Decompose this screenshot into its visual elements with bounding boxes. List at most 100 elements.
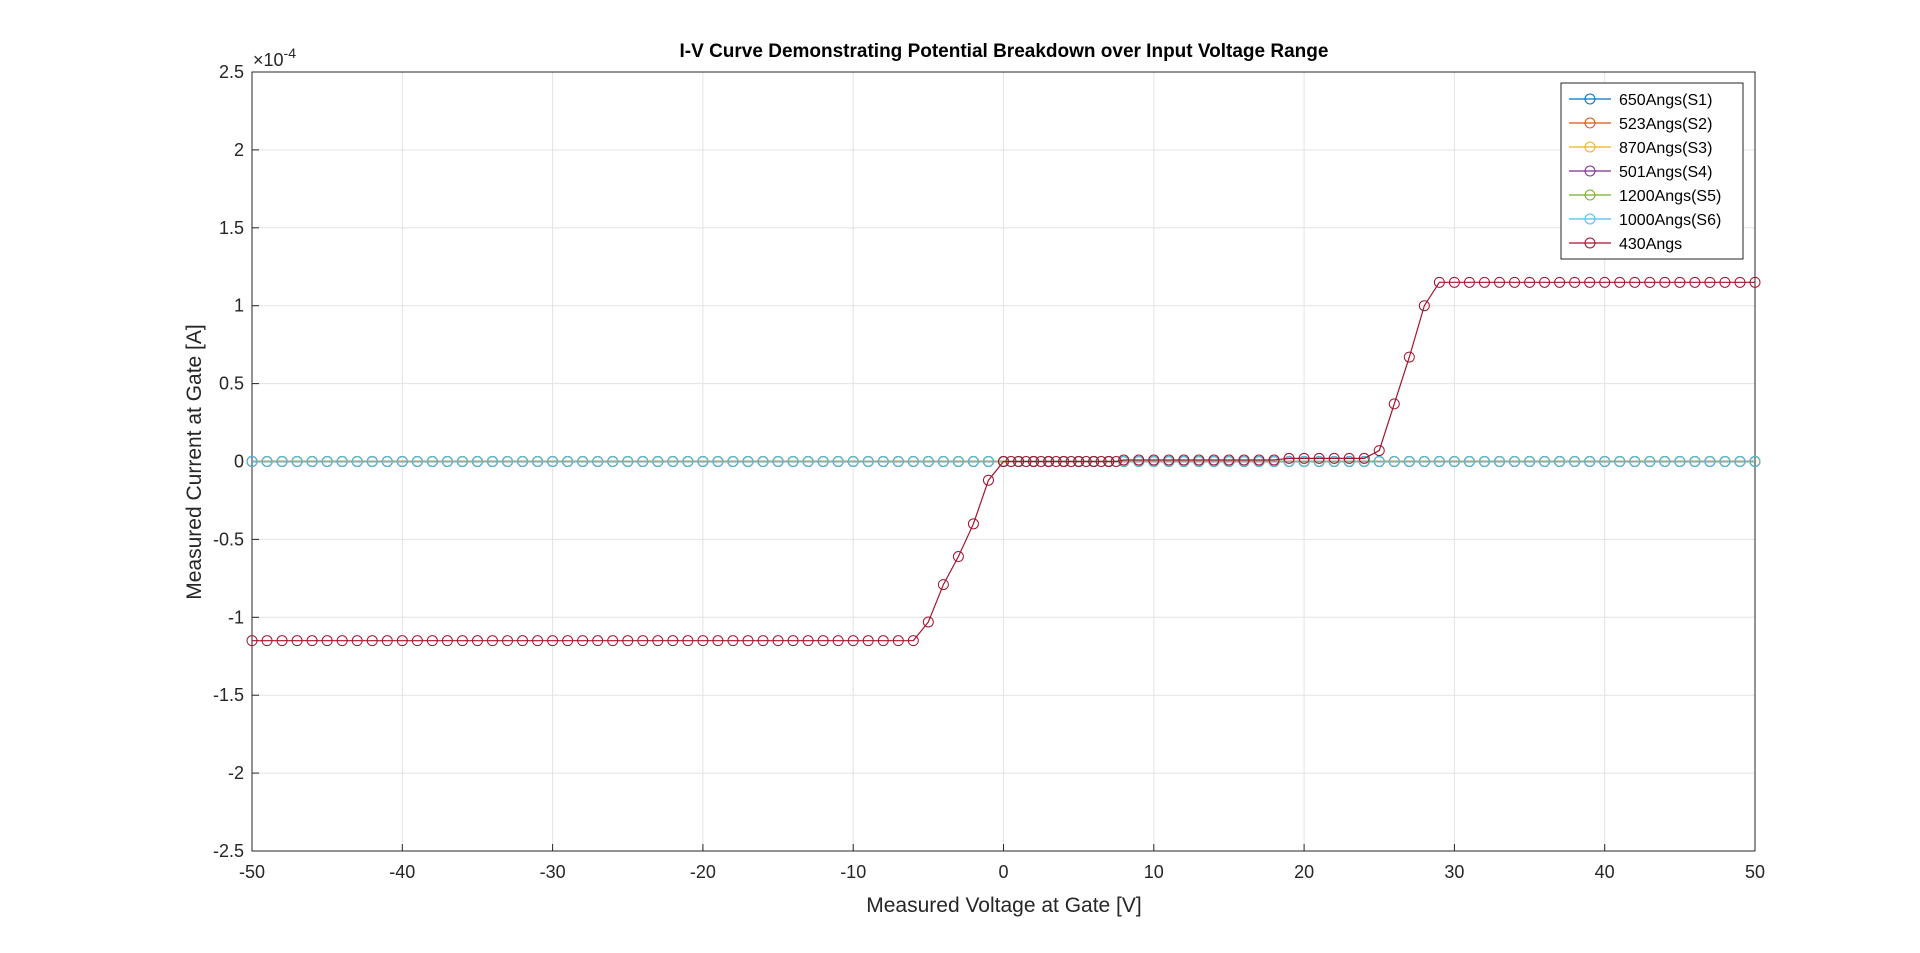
data-point bbox=[1253, 454, 1265, 466]
legend-label: 1000Angs(S6) bbox=[1619, 212, 1721, 229]
data-point bbox=[682, 456, 694, 467]
data-point bbox=[637, 635, 649, 647]
legend-marker bbox=[1584, 165, 1596, 177]
data-point bbox=[1433, 276, 1445, 288]
data-point bbox=[1298, 456, 1310, 467]
data-point bbox=[1133, 454, 1145, 466]
x-tick-label: -10 bbox=[840, 862, 866, 882]
series-line bbox=[252, 281, 1755, 642]
y-tick-label: -1 bbox=[228, 607, 244, 627]
data-point bbox=[727, 635, 739, 647]
data-point bbox=[1050, 456, 1062, 467]
data-point bbox=[1358, 452, 1370, 464]
data-point bbox=[1073, 456, 1085, 467]
data-point bbox=[1749, 276, 1761, 288]
data-point bbox=[787, 456, 799, 467]
data-point bbox=[426, 635, 438, 647]
data-point bbox=[1554, 276, 1566, 288]
data-point bbox=[1005, 456, 1017, 467]
data-point bbox=[441, 456, 453, 467]
data-point bbox=[907, 456, 919, 467]
data-point bbox=[652, 635, 664, 647]
data-point bbox=[517, 456, 529, 467]
legend-label: 430Angs bbox=[1619, 236, 1682, 253]
y-tick-label: 1 bbox=[234, 296, 244, 316]
data-point bbox=[1689, 276, 1701, 288]
data-point bbox=[877, 635, 889, 647]
data-point bbox=[562, 635, 574, 647]
y-tick-label: -2 bbox=[228, 763, 244, 783]
x-tick-label: 20 bbox=[1294, 862, 1314, 882]
data-point bbox=[742, 456, 754, 467]
data-point bbox=[1035, 456, 1047, 467]
data-point bbox=[757, 456, 769, 467]
data-point bbox=[967, 518, 979, 530]
x-tick-label: -50 bbox=[239, 862, 265, 882]
legend-marker bbox=[1584, 213, 1596, 225]
data-point bbox=[1554, 456, 1566, 467]
data-point bbox=[607, 456, 619, 467]
data-point bbox=[922, 456, 934, 467]
x-tick-label: -30 bbox=[540, 862, 566, 882]
y-tick-label: 2 bbox=[234, 140, 244, 160]
y-multiplier-base: ×10 bbox=[253, 50, 284, 70]
data-point bbox=[1584, 276, 1596, 288]
data-point bbox=[486, 635, 498, 647]
data-point bbox=[1110, 456, 1122, 467]
data-point bbox=[1734, 276, 1746, 288]
data-point bbox=[802, 635, 814, 647]
data-point bbox=[1704, 276, 1716, 288]
data-point bbox=[261, 635, 273, 647]
data-point bbox=[381, 456, 393, 467]
data-point bbox=[577, 635, 589, 647]
data-point bbox=[757, 635, 769, 647]
y-tick-label: -0.5 bbox=[213, 529, 244, 549]
legend-marker bbox=[1584, 141, 1596, 153]
legend-marker bbox=[1584, 117, 1596, 129]
data-point bbox=[1433, 456, 1445, 467]
data-point bbox=[291, 635, 303, 647]
data-point bbox=[652, 456, 664, 467]
data-point bbox=[1193, 454, 1205, 466]
data-point bbox=[411, 456, 423, 467]
y-tick-label: -2.5 bbox=[213, 841, 244, 861]
legend-marker bbox=[1584, 93, 1596, 105]
data-point bbox=[1569, 456, 1581, 467]
x-tick-label: 30 bbox=[1444, 862, 1464, 882]
data-point bbox=[1448, 276, 1460, 288]
data-point bbox=[1614, 456, 1626, 467]
data-point bbox=[411, 635, 423, 647]
data-point bbox=[1028, 456, 1040, 467]
data-point bbox=[622, 456, 634, 467]
data-point bbox=[1163, 454, 1175, 466]
data-point bbox=[922, 616, 934, 628]
data-point bbox=[817, 456, 829, 467]
data-point bbox=[667, 456, 679, 467]
data-point bbox=[1328, 452, 1340, 464]
x-tick-label: 0 bbox=[998, 862, 1008, 882]
data-point bbox=[772, 456, 784, 467]
x-tick-label: -40 bbox=[389, 862, 415, 882]
data-point bbox=[1539, 456, 1551, 467]
data-point bbox=[1283, 456, 1295, 467]
legend-marker bbox=[1584, 237, 1596, 249]
data-point bbox=[1095, 456, 1107, 467]
data-point bbox=[306, 456, 318, 467]
data-point bbox=[456, 635, 468, 647]
data-point bbox=[802, 456, 814, 467]
y-axis-label: Measured Current at Gate [A] bbox=[183, 324, 206, 599]
data-point bbox=[1118, 454, 1130, 466]
legend-label: 650Angs(S1) bbox=[1619, 92, 1712, 109]
data-point bbox=[517, 635, 529, 647]
data-point bbox=[1298, 452, 1310, 464]
data-point bbox=[787, 635, 799, 647]
x-axis-label: Measured Voltage at Gate [V] bbox=[866, 894, 1142, 917]
y-tick-label: 1.5 bbox=[219, 218, 244, 238]
data-point bbox=[351, 456, 363, 467]
data-point bbox=[1704, 456, 1716, 467]
data-point bbox=[1358, 456, 1370, 467]
data-point bbox=[862, 635, 874, 647]
data-point bbox=[1328, 456, 1340, 467]
y-tick-label: -1.5 bbox=[213, 685, 244, 705]
